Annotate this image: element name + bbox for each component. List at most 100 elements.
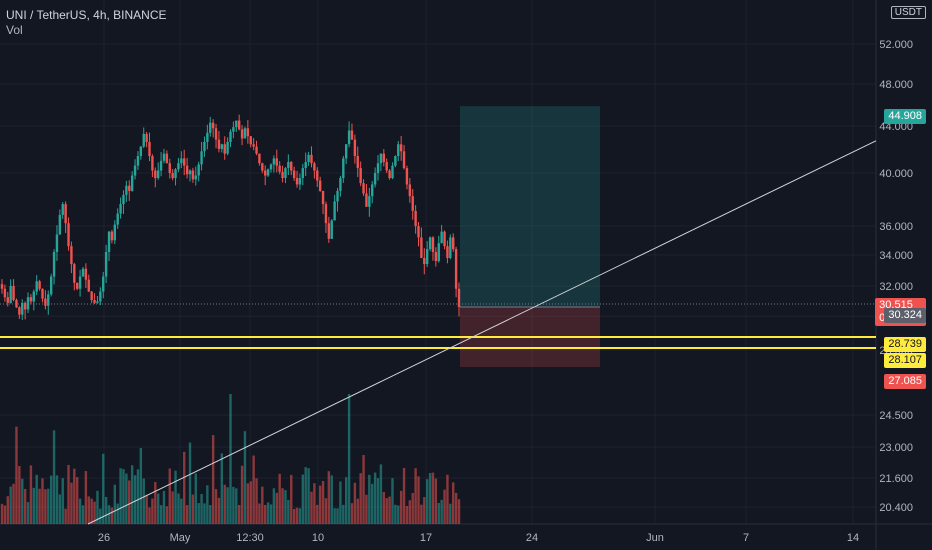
candle-body: [391, 165, 394, 179]
candle-body: [304, 162, 307, 169]
volume-bar: [452, 482, 455, 524]
candle-body: [180, 158, 183, 164]
volume-bar: [385, 498, 388, 524]
candle-body: [417, 226, 420, 238]
volume-bar: [96, 490, 99, 524]
volume-bar: [425, 479, 429, 524]
volume-bar: [70, 482, 73, 524]
candle-body: [353, 139, 357, 157]
volume-bar: [240, 465, 244, 524]
candle-body: [151, 156, 154, 171]
candle-body: [55, 234, 59, 253]
candle-body: [237, 120, 241, 130]
volume-bar: [110, 507, 114, 524]
x-tick-label: 12:30: [236, 532, 264, 544]
volume-bar: [35, 474, 38, 524]
volume-bar: [168, 468, 171, 524]
candle-body: [457, 288, 461, 307]
candle-body: [73, 264, 76, 283]
volume-bar: [136, 469, 140, 524]
volume-bar: [454, 492, 458, 524]
volume-bar: [217, 497, 221, 524]
candle-body: [21, 302, 24, 315]
candle-body: [356, 156, 359, 169]
y-tick-label: 48.000: [879, 79, 913, 91]
volume-bar: [44, 489, 47, 524]
volume-bar: [177, 493, 180, 524]
volume-bar: [356, 498, 359, 524]
candle-body: [203, 141, 206, 152]
volume-bar: [38, 488, 41, 524]
candle-body: [333, 201, 336, 221]
volume-bar: [382, 491, 385, 524]
volume-bar: [6, 496, 9, 524]
volume-bar: [391, 478, 394, 524]
volume-bar: [185, 505, 189, 524]
candle-body: [142, 133, 145, 147]
x-tick-label: 14: [847, 532, 859, 544]
candle-body: [428, 237, 432, 250]
candle-body: [38, 281, 41, 289]
candle-body: [32, 291, 36, 302]
candle-body: [29, 297, 33, 302]
volume-bar: [399, 490, 403, 524]
volume-bar: [26, 502, 30, 524]
currency-badge[interactable]: USDT: [890, 6, 926, 19]
candle-body: [6, 297, 9, 303]
candle-body: [226, 141, 229, 154]
volume-bar: [423, 497, 426, 524]
volume-bar: [310, 491, 313, 524]
volume-bar: [81, 505, 85, 524]
volume-bar: [47, 488, 50, 524]
volume-bar: [104, 496, 108, 524]
candle-body: [136, 156, 140, 166]
candle-body: [376, 163, 380, 173]
volume-bar: [139, 447, 143, 524]
volume-bar: [420, 504, 423, 524]
horizontal-lines[interactable]: [0, 336, 876, 349]
volume-bar: [29, 465, 33, 524]
candle-body: [434, 252, 438, 262]
volume-bar: [21, 478, 24, 524]
candle-body: [449, 237, 452, 259]
trendline-segment: [87, 140, 877, 525]
volume-bar: [359, 473, 362, 524]
candle-body: [408, 184, 412, 197]
volume-bar: [12, 483, 15, 524]
candle-body: [197, 164, 200, 176]
candle-body: [437, 243, 440, 262]
volume-bar: [113, 484, 117, 524]
volume-bar: [119, 468, 122, 524]
volume-bar: [428, 473, 432, 524]
volume-bar: [76, 477, 79, 524]
volume-bar: [321, 480, 325, 524]
candle-body: [15, 300, 18, 308]
candle-body: [220, 144, 224, 149]
x-tick-label: 17: [420, 532, 432, 544]
position-tool[interactable]: [0, 106, 876, 367]
volume-bar: [373, 472, 377, 524]
volume-bar: [402, 468, 406, 524]
volume-bar: [414, 468, 417, 524]
candle-body: [295, 178, 299, 185]
time-axis[interactable]: 26 May 12:30 10 17 24 Jun 7 14: [98, 532, 859, 544]
volume-bar: [32, 487, 36, 524]
volume-bar: [99, 508, 102, 524]
volume-bar: [272, 488, 276, 524]
candle-body: [362, 183, 365, 194]
candle-body: [425, 249, 429, 265]
trendline[interactable]: [87, 140, 877, 525]
candle-body: [87, 279, 90, 292]
volume-bar: [125, 473, 128, 524]
candlesticks: [0, 114, 461, 320]
candle-body: [292, 170, 296, 179]
candle-body: [252, 144, 255, 147]
price-marker: 30.324: [884, 308, 926, 323]
candle-body: [284, 168, 287, 179]
volume-bar: [388, 496, 391, 524]
volume-bar: [313, 483, 316, 524]
candle-body: [12, 286, 15, 301]
candle-body: [44, 298, 47, 306]
candle-body: [64, 204, 67, 224]
